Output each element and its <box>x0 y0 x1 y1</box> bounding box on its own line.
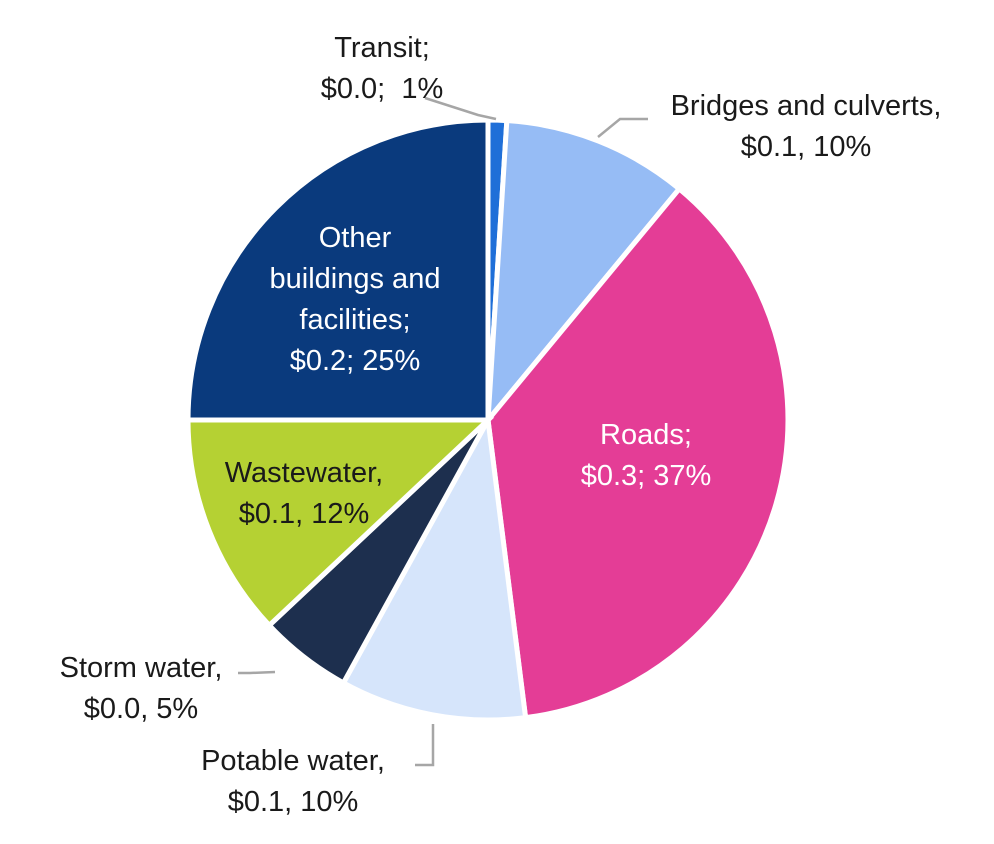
label-wastewater: Wastewater, $0.1, 12% <box>225 457 383 530</box>
slice-other-buildings-and-facilities <box>185 117 491 423</box>
label-bridges-and-culverts: Bridges and culverts, $0.1, 10% <box>671 90 942 163</box>
label-line: $0.0, 5% <box>84 693 198 725</box>
label-line: Other <box>319 222 392 254</box>
leader-lines <box>238 96 648 767</box>
label-transit: Transit; $0.0; 1% <box>321 32 444 105</box>
label-roads: Roads; $0.3; 37% <box>581 419 712 492</box>
label-line: Wastewater, <box>225 457 383 489</box>
slice-roads <box>485 185 791 721</box>
label-storm-water: Storm water, $0.0, 5% <box>60 652 223 725</box>
leader-line-transit <box>424 96 497 121</box>
label-line: buildings and <box>270 263 441 295</box>
label-line: $0.1, 10% <box>228 786 359 818</box>
pie-slices <box>185 117 791 723</box>
label-line: Roads; <box>600 419 692 451</box>
slice-wastewater <box>185 417 495 629</box>
label-line: Storm water, <box>60 652 223 684</box>
label-line: facilities; <box>299 304 410 336</box>
label-line: Transit; <box>334 32 430 64</box>
leader-line-storm-water <box>238 670 276 675</box>
label-line: Bridges and culverts, <box>671 90 942 122</box>
label-line: $0.2; 25% <box>290 345 421 377</box>
label-line: $0.3; 37% <box>581 460 712 492</box>
label-line: $0.1, 10% <box>741 131 872 163</box>
leader-line-bridges-and-culverts <box>597 117 648 138</box>
slice-potable-water <box>340 412 529 723</box>
slice-bridges-and-culverts <box>485 117 683 428</box>
label-line: Potable water, <box>201 745 385 777</box>
label-line: $0.1, 12% <box>239 498 370 530</box>
label-potable-water: Potable water, $0.1, 10% <box>201 745 385 818</box>
leader-line-potable-water <box>415 724 435 767</box>
label-line: $0.0; 1% <box>321 73 444 105</box>
slice-labels: Transit; $0.0; 1% Bridges and culverts, $0.… <box>60 32 942 818</box>
label-other-buildings-and-facilities: Other buildings and facilities; $0.2; 25% <box>270 222 441 377</box>
